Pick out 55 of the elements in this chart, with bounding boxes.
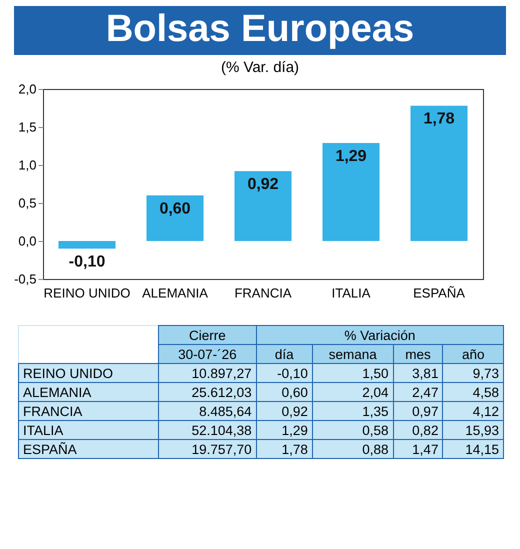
- text: mes: [393, 344, 443, 364]
- x-tick-label: REINO UNIDO: [44, 286, 130, 300]
- text: 0,88: [312, 440, 394, 458]
- y-tick-label: 0,5: [18, 196, 36, 210]
- text: % Variación: [256, 326, 504, 344]
- chart-title: Bolsas Europeas: [14, 6, 506, 55]
- text: 1,29: [256, 420, 312, 440]
- text: 8.485,64: [158, 402, 256, 420]
- text: 0,92: [256, 402, 312, 420]
- text: 14,15: [442, 440, 504, 458]
- text: 15,93: [442, 420, 504, 440]
- text: 1,50: [312, 364, 394, 382]
- data-label: -0,10: [68, 254, 106, 271]
- x-tick-label: FRANCIA: [234, 286, 292, 300]
- text: 1,35: [312, 402, 394, 420]
- y-tick-label: 0,0: [18, 234, 36, 248]
- text: 2,04: [312, 382, 394, 402]
- data-label: 0,92: [247, 176, 279, 194]
- text: día: [256, 344, 312, 364]
- text: 0,97: [393, 402, 443, 420]
- text: 30-07-´26: [158, 344, 256, 364]
- chart-subtitle: (% Var. día): [220, 59, 300, 76]
- category-label: ESPAÑA: [23, 442, 77, 456]
- text: 19.757,70: [158, 440, 256, 458]
- data-label: 0,60: [159, 200, 191, 218]
- text: semana: [312, 344, 394, 364]
- x-tick-label: ESPAÑA: [413, 286, 466, 300]
- text: 0,82: [393, 420, 443, 440]
- x-tick-label: ITALIA: [332, 286, 371, 300]
- category-label: REINO UNIDO: [23, 366, 114, 380]
- category-label: ALEMANIA: [23, 384, 92, 400]
- text: 0,58: [312, 420, 394, 440]
- text: 3,81: [393, 364, 443, 382]
- text: 9,73: [442, 364, 504, 382]
- x-tick-label: ALEMANIA: [142, 286, 208, 300]
- category-label: FRANCIA: [23, 404, 82, 418]
- text: 0,60: [256, 382, 312, 402]
- text: 1,78: [256, 440, 312, 458]
- text: año: [442, 344, 504, 364]
- text: 4,12: [442, 402, 504, 420]
- y-tick-label: 1,5: [18, 120, 36, 134]
- text: 52.104,38: [158, 420, 256, 440]
- text: 1,47: [393, 440, 443, 458]
- data-label: 1,29: [335, 148, 367, 165]
- text: -0,10: [256, 364, 312, 382]
- y-tick-label: -0,5: [14, 272, 36, 286]
- text: 10.897,27: [158, 364, 256, 382]
- category-label: ITALIA: [23, 422, 64, 438]
- y-tick-label: 2,0: [18, 82, 36, 96]
- y-tick-label: 1,0: [18, 158, 36, 172]
- text: 4,58: [442, 382, 504, 402]
- text: Cierre: [158, 326, 256, 344]
- text: 25.612,03: [158, 382, 256, 402]
- data-label: 1,78: [423, 110, 455, 128]
- text: 2,47: [393, 382, 443, 402]
